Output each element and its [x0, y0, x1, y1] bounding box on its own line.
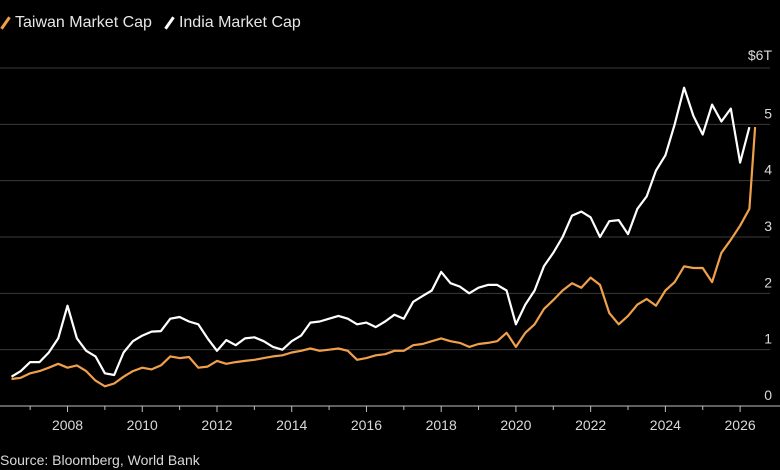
legend-label-taiwan: Taiwan Market Cap — [15, 14, 152, 31]
series-line-india — [10, 86, 751, 378]
series-lines — [10, 86, 757, 388]
y-tick-label: 0 — [764, 387, 772, 403]
x-tick-label: 2016 — [351, 417, 382, 433]
y-tick-label: 3 — [764, 218, 772, 234]
series-line-taiwan — [11, 127, 757, 388]
y-tick-label: 2 — [764, 274, 772, 290]
legend-swatch-india — [164, 16, 175, 30]
x-tick-label: 2014 — [276, 417, 307, 433]
y-tick-label: 1 — [764, 331, 772, 347]
legend: Taiwan Market Cap India Market Cap — [0, 14, 301, 32]
y-tick-label: 5 — [764, 105, 772, 121]
x-tick-label: 2008 — [52, 417, 83, 433]
x-tick-label: 2024 — [650, 417, 681, 433]
legend-item-india: India Market Cap — [164, 14, 301, 32]
x-axis: 2008 2010 2012 2014 2016 2018 2020 2022 2024 2026 — [0, 405, 780, 433]
legend-label-india: India Market Cap — [178, 14, 301, 31]
source-note: Source: Bloomberg, World Bank — [0, 452, 200, 468]
x-tick-label: 2026 — [725, 417, 756, 433]
x-tick-label: 2018 — [426, 417, 457, 433]
x-tick-label: 2012 — [201, 417, 232, 433]
x-tick-label: 2022 — [575, 417, 606, 433]
y-tick-label: $6T — [748, 47, 773, 63]
grid-lines — [0, 67, 770, 351]
legend-item-taiwan: Taiwan Market Cap — [0, 14, 152, 32]
x-tick-label: 2010 — [127, 417, 158, 433]
x-tick-label: 2020 — [500, 417, 531, 433]
y-tick-label: 4 — [764, 162, 772, 178]
y-axis-tick-labels: 0 1 2 3 4 5 $6T — [748, 47, 773, 403]
